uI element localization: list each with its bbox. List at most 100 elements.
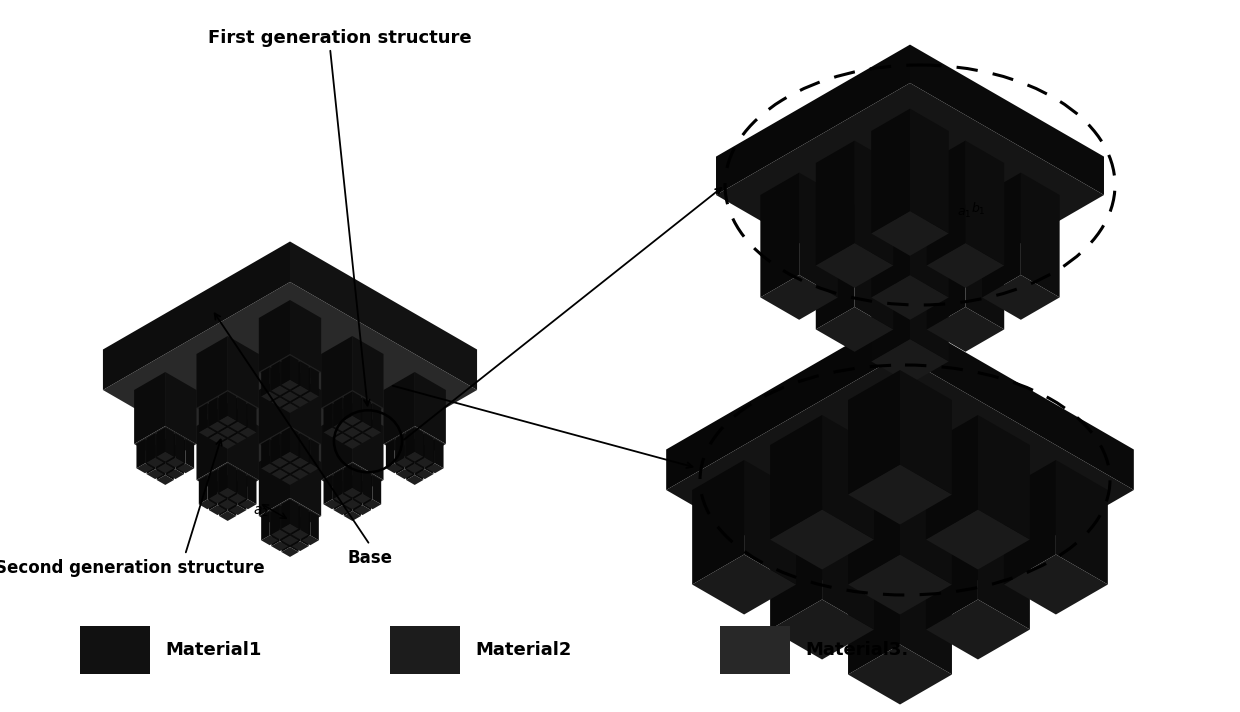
Polygon shape [186,439,195,468]
Polygon shape [362,481,371,511]
Polygon shape [343,415,352,444]
Polygon shape [156,427,165,456]
Polygon shape [210,481,217,511]
Polygon shape [417,458,434,467]
Polygon shape [310,511,319,540]
Polygon shape [372,403,381,432]
Polygon shape [353,493,371,503]
Polygon shape [198,427,216,437]
Polygon shape [219,427,236,437]
Text: Base: Base [347,549,393,567]
Polygon shape [854,204,893,330]
Polygon shape [872,109,910,234]
Polygon shape [259,444,290,516]
Polygon shape [229,481,238,511]
Polygon shape [136,439,145,468]
Polygon shape [239,475,248,504]
Polygon shape [342,397,351,426]
Polygon shape [281,451,290,480]
Polygon shape [167,469,184,479]
Polygon shape [396,458,413,467]
Text: $a_2$: $a_2$ [253,504,268,519]
Polygon shape [259,354,321,390]
Polygon shape [291,506,300,535]
Polygon shape [281,535,299,545]
Polygon shape [334,409,342,438]
Text: Material1: Material1 [165,641,262,659]
Polygon shape [156,439,165,468]
Polygon shape [900,370,952,495]
Polygon shape [872,275,949,320]
Polygon shape [872,339,949,384]
Polygon shape [848,460,900,585]
Polygon shape [334,481,342,511]
Polygon shape [848,464,952,525]
Polygon shape [744,460,796,585]
Polygon shape [848,370,900,495]
Polygon shape [290,451,299,480]
Polygon shape [301,535,319,545]
Polygon shape [262,535,278,545]
Polygon shape [383,372,414,444]
Polygon shape [342,409,351,438]
Polygon shape [167,458,184,467]
Polygon shape [352,403,361,432]
Polygon shape [343,439,361,449]
Polygon shape [281,355,290,384]
Polygon shape [198,403,207,432]
Polygon shape [281,547,299,557]
Polygon shape [396,445,404,474]
Polygon shape [165,439,174,468]
Polygon shape [343,464,352,493]
Polygon shape [321,336,352,408]
Polygon shape [228,392,236,421]
Polygon shape [259,498,321,534]
Polygon shape [281,451,299,461]
Text: Second generation structure: Second generation structure [0,559,265,577]
Polygon shape [239,403,248,432]
Polygon shape [228,408,259,480]
Polygon shape [229,493,247,503]
Polygon shape [281,511,290,540]
Polygon shape [270,511,278,540]
Polygon shape [196,336,228,408]
Polygon shape [281,464,299,473]
Polygon shape [290,444,321,516]
Polygon shape [404,445,413,474]
Polygon shape [1021,172,1060,298]
Polygon shape [1004,555,1107,614]
Polygon shape [848,550,900,674]
Polygon shape [310,367,319,397]
Polygon shape [926,243,1004,288]
Polygon shape [332,403,341,432]
Polygon shape [427,439,435,468]
Polygon shape [414,372,446,444]
Polygon shape [301,392,319,402]
Polygon shape [715,83,1104,307]
Polygon shape [175,445,184,474]
Polygon shape [270,367,278,397]
Polygon shape [301,464,319,473]
Polygon shape [272,433,280,463]
Polygon shape [404,433,413,463]
Polygon shape [228,415,236,444]
Polygon shape [300,445,309,474]
Polygon shape [321,462,383,498]
Polygon shape [290,372,321,444]
Polygon shape [290,300,321,372]
Polygon shape [165,372,196,444]
Polygon shape [196,408,228,480]
Polygon shape [290,439,299,468]
Polygon shape [300,361,309,390]
Polygon shape [272,530,289,540]
Polygon shape [417,445,425,474]
Polygon shape [175,433,184,463]
Polygon shape [343,416,361,426]
Polygon shape [146,458,164,467]
Polygon shape [910,172,949,298]
Polygon shape [407,427,414,456]
Bar [81,626,150,674]
Polygon shape [290,427,299,456]
Polygon shape [156,464,174,473]
Polygon shape [259,426,321,462]
